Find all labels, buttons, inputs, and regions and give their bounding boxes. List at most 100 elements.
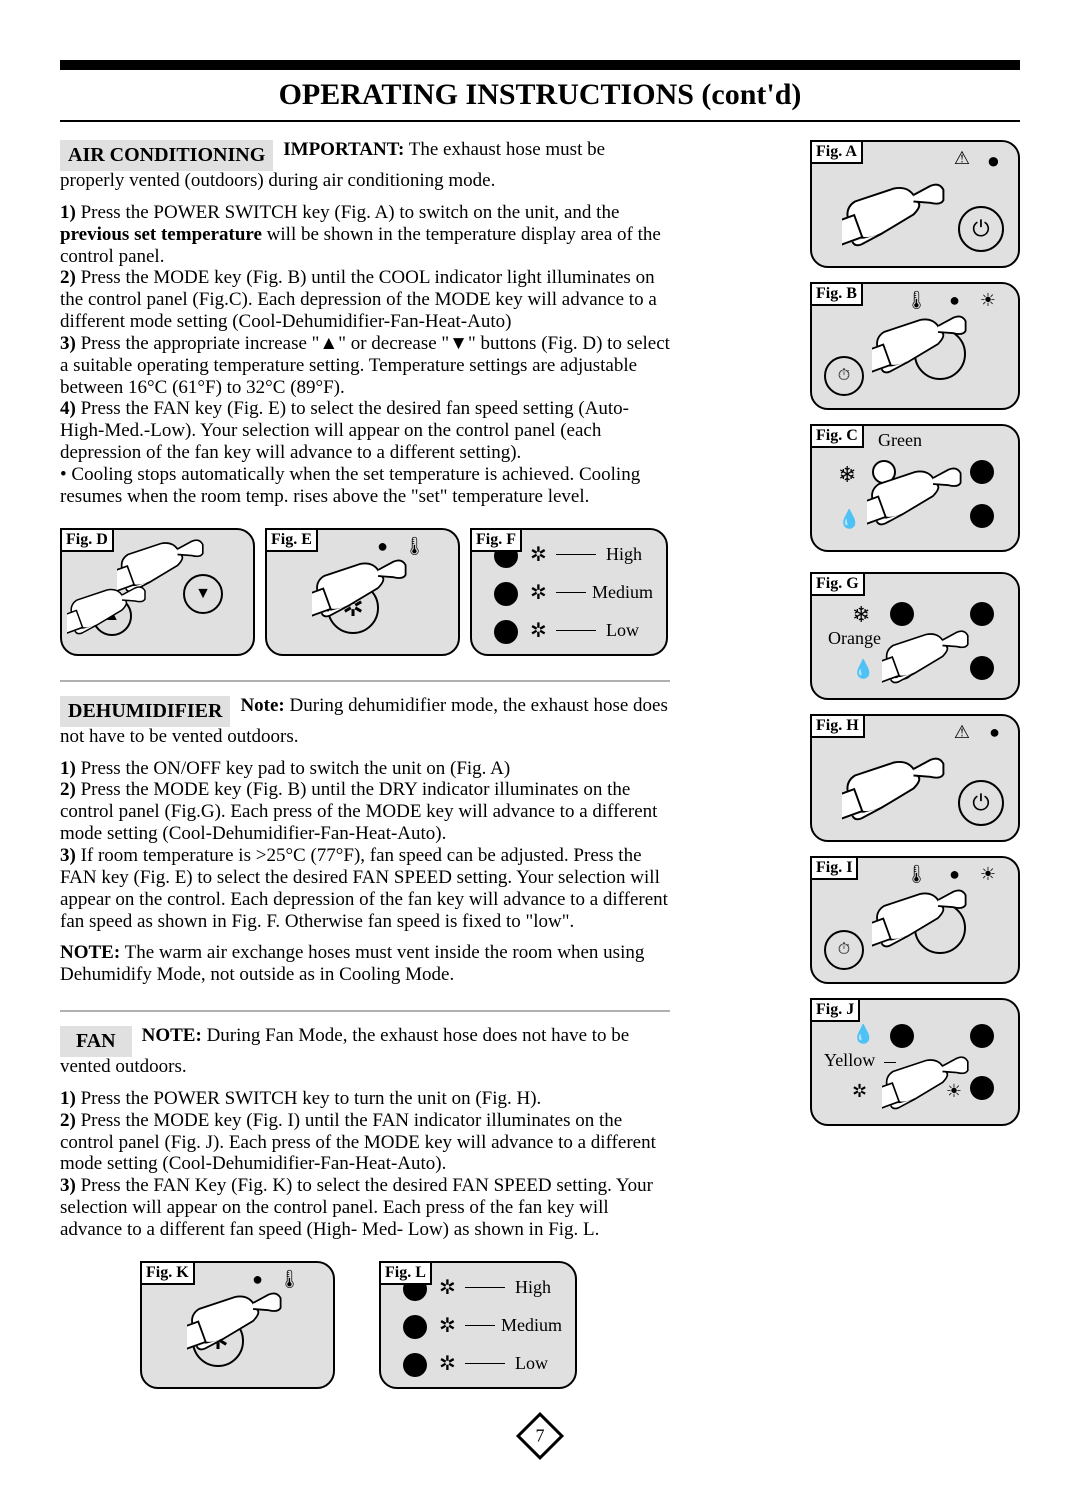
step-text: Press the ON/OFF key pad to switch the u…: [81, 758, 511, 779]
leader-line: [556, 592, 586, 593]
leader-line: [465, 1287, 505, 1288]
blob-icon: ●: [252, 1269, 263, 1290]
temp-icon: 🌡: [278, 1269, 301, 1290]
temp-icon: 🌡: [403, 536, 426, 557]
step-text: If room temperature is >25°C (77°F), fan…: [60, 845, 668, 932]
figure-j: Fig. J 💧 Yellow ✲ ☀: [810, 998, 1020, 1126]
temp-icon: 🌡: [905, 290, 928, 311]
figure-g-label: Fig. G: [810, 572, 865, 596]
fan-note: NOTE: During Fan Mode, the exhaust hose …: [60, 1025, 629, 1077]
step-num: 2): [60, 267, 76, 288]
figure-c-label: Fig. C: [810, 424, 864, 448]
step-text: Press the MODE key (Fig. B) until the DR…: [60, 779, 657, 844]
fan-icon: ✲: [530, 580, 547, 605]
blob-icon: ●: [949, 290, 960, 311]
figure-h: Fig. H ⚠ ● ⏻: [810, 714, 1020, 842]
dehum-steps: 1) Press the ON/OFF key pad to switch th…: [60, 758, 670, 933]
figure-row-def: Fig. D ▲ ▼ Fig. E ● 🌡 ✲: [60, 528, 670, 656]
text-column: AIR CONDITIONING IMPORTANT: The exhaust …: [60, 140, 670, 1389]
ac-steps: 1) Press the POWER SWITCH key (Fig. A) t…: [60, 202, 670, 508]
hand-icon: [67, 585, 167, 640]
fan-icon: ✲: [530, 618, 547, 643]
section-divider: [60, 680, 670, 682]
color-label-orange: Orange: [828, 628, 881, 649]
dehum-note2: NOTE: The warm air exchange hoses must v…: [60, 942, 670, 986]
snowflake-icon: ❄: [852, 602, 870, 628]
page-number: 7: [60, 1419, 1020, 1458]
hand-icon: [312, 558, 432, 628]
figure-b: Fig. B 🌡 ● ☀ ⏱: [810, 282, 1020, 410]
drop-icon: 💧: [852, 1024, 874, 1045]
title-underline: [60, 120, 1020, 122]
ac-header: AIR CONDITIONING: [60, 140, 273, 171]
figure-d-label: Fig. D: [60, 528, 114, 552]
step-text-bold: previous set temperature: [60, 224, 262, 245]
step-text: Press the appropriate increase "▲" or de…: [60, 333, 670, 398]
dehum-header: DEHUMIDIFIER: [60, 696, 230, 727]
fan-icon: ✲: [530, 542, 547, 567]
section-divider: [60, 1010, 670, 1012]
figure-column-right: Fig. A ⚠ ● ⏻ Fig. B 🌡 ● ☀ ⏱ Fig. C Green: [810, 140, 1020, 1126]
hand-icon: [872, 888, 992, 958]
figure-l-label: Fig. L: [379, 1261, 432, 1285]
alarm-icon: ⚠: [954, 148, 970, 169]
indicator-dot: [970, 602, 994, 626]
indicator-dot: [403, 1315, 427, 1339]
leader-line: [556, 630, 596, 631]
figure-f-label: Fig. F: [470, 528, 522, 552]
hand-icon: [842, 756, 962, 826]
hand-icon: [882, 1055, 992, 1120]
sun-icon: ☀: [980, 864, 996, 885]
step-bullet: • Cooling stops automatically when the s…: [60, 464, 640, 507]
timer-button-icon: ⏱: [824, 930, 864, 970]
fan-icon: ✲: [439, 1351, 456, 1376]
important-label: IMPORTANT:: [283, 139, 404, 160]
color-label-green: Green: [878, 430, 922, 451]
step-num: 1): [60, 758, 76, 779]
step-text: Press the MODE key (Fig. B) until the CO…: [60, 267, 657, 332]
speed-medium: Medium: [501, 1315, 562, 1336]
step-num: 4): [60, 398, 76, 419]
blob-icon: ●: [989, 722, 1000, 743]
indicator-dot: [494, 582, 518, 606]
step-num: 2): [60, 1110, 76, 1131]
step-num: 2): [60, 779, 76, 800]
page-number-value: 7: [536, 1425, 545, 1446]
figure-h-label: Fig. H: [810, 714, 865, 738]
page-number-diamond: 7: [516, 1412, 564, 1460]
indicator-dot: [494, 620, 518, 644]
figure-f: Fig. F ✲ High ✲ Medium ✲ Low: [470, 528, 668, 656]
figure-a-label: Fig. A: [810, 140, 863, 164]
blob-icon: ●: [949, 864, 960, 885]
page-title: OPERATING INSTRUCTIONS (cont'd): [60, 78, 1020, 112]
hand-icon: [187, 1291, 307, 1361]
speed-low: Low: [606, 620, 639, 641]
step-text: Press the MODE key (Fig. I) until the FA…: [60, 1110, 656, 1175]
figure-g: Fig. G ❄ Orange 💧: [810, 572, 1020, 700]
manual-page: OPERATING INSTRUCTIONS (cont'd) Fig. A ⚠…: [0, 0, 1080, 1498]
note-label: Note:: [240, 695, 284, 716]
step-text: Press the POWER SWITCH key to turn the u…: [81, 1088, 542, 1109]
top-bar: [60, 60, 1020, 70]
figure-d: Fig. D ▲ ▼: [60, 528, 255, 656]
step-num: 1): [60, 202, 76, 223]
leader-line: [465, 1325, 495, 1326]
blob-icon: ●: [987, 148, 1000, 174]
snowflake-icon: ❄: [838, 462, 856, 488]
figure-k: Fig. K ● 🌡 ✲: [140, 1261, 335, 1389]
sun-icon: ☀: [980, 290, 996, 311]
hand-icon: [842, 182, 962, 252]
indicator-dot: [890, 602, 914, 626]
step-num: 3): [60, 333, 76, 354]
speed-medium: Medium: [592, 582, 653, 603]
section-air-conditioning: AIR CONDITIONING IMPORTANT: The exhaust …: [60, 140, 670, 656]
hand-icon: [872, 314, 992, 384]
indicator-dot: [890, 1024, 914, 1048]
hand-icon: [882, 629, 992, 694]
blob-icon: ●: [377, 536, 388, 557]
figure-i-label: Fig. I: [810, 856, 858, 880]
figure-e: Fig. E ● 🌡 ✲: [265, 528, 460, 656]
figure-row-kl: Fig. K ● 🌡 ✲ Fig. L ✲ High: [60, 1261, 670, 1389]
step-num: 3): [60, 845, 76, 866]
step-text: Press the FAN Key (Fig. K) to select the…: [60, 1175, 653, 1240]
